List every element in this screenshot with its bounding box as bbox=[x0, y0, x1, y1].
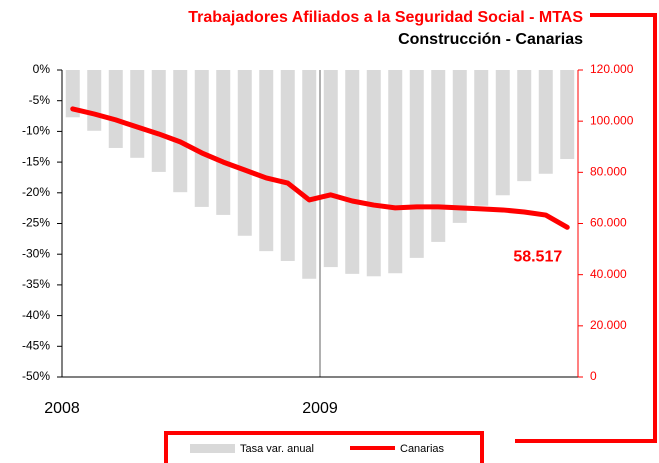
y-tick-label: -30% bbox=[22, 246, 50, 260]
y2-tick-label: 20.000 bbox=[590, 318, 627, 332]
line-series bbox=[70, 106, 570, 230]
bar bbox=[108, 70, 123, 148]
legend-label: Canarias bbox=[400, 443, 445, 455]
bar bbox=[388, 70, 403, 274]
bar bbox=[366, 70, 381, 277]
bar bbox=[431, 70, 446, 242]
legend-swatch bbox=[190, 444, 235, 453]
data-label: 58.517 bbox=[513, 249, 562, 266]
bar bbox=[409, 70, 424, 258]
y-tick-label: 0% bbox=[33, 62, 51, 76]
bar bbox=[517, 70, 532, 182]
bar bbox=[345, 70, 360, 274]
y2-tick-label: 60.000 bbox=[590, 216, 627, 230]
bar bbox=[280, 70, 295, 261]
y2-tick-label: 120.000 bbox=[590, 62, 634, 76]
bar bbox=[237, 70, 252, 236]
bar bbox=[323, 70, 338, 268]
x-tick-label: 2008 bbox=[44, 400, 80, 417]
legend-box bbox=[164, 431, 484, 463]
y-tick-label: -40% bbox=[22, 308, 50, 322]
bar bbox=[65, 70, 80, 118]
legend-label: Tasa var. anual bbox=[240, 443, 314, 455]
bar bbox=[173, 70, 188, 193]
y-tick-label: -15% bbox=[22, 154, 50, 168]
bar bbox=[151, 70, 166, 172]
y-tick-label: -10% bbox=[22, 124, 50, 138]
y-tick-label: -20% bbox=[22, 185, 50, 199]
bar bbox=[474, 70, 489, 206]
bar bbox=[302, 70, 317, 279]
y2-tick-label: 40.000 bbox=[590, 267, 627, 281]
y-tick-label: -50% bbox=[22, 369, 50, 383]
chart-title: Trabajadores Afiliados a la Seguridad So… bbox=[188, 9, 583, 26]
x-tick-label: 2009 bbox=[302, 400, 338, 417]
y2-tick-label: 0 bbox=[590, 369, 597, 383]
frame-decoration bbox=[515, 13, 657, 443]
bar bbox=[194, 70, 209, 207]
y2-tick-label: 80.000 bbox=[590, 165, 627, 179]
y-tick-label: -5% bbox=[29, 93, 51, 107]
bar bbox=[87, 70, 102, 131]
y-tick-label: -35% bbox=[22, 277, 50, 291]
bar bbox=[259, 70, 274, 252]
bar bbox=[495, 70, 510, 196]
bar bbox=[216, 70, 231, 215]
y-tick-label: -45% bbox=[22, 338, 50, 352]
y2-tick-label: 100.000 bbox=[590, 113, 634, 127]
bar bbox=[130, 70, 145, 158]
bar bbox=[452, 70, 467, 223]
y-tick-label: -25% bbox=[22, 216, 50, 230]
bar bbox=[538, 70, 553, 174]
bar bbox=[560, 70, 575, 160]
chart-subtitle: Construcción - Canarias bbox=[398, 31, 583, 48]
